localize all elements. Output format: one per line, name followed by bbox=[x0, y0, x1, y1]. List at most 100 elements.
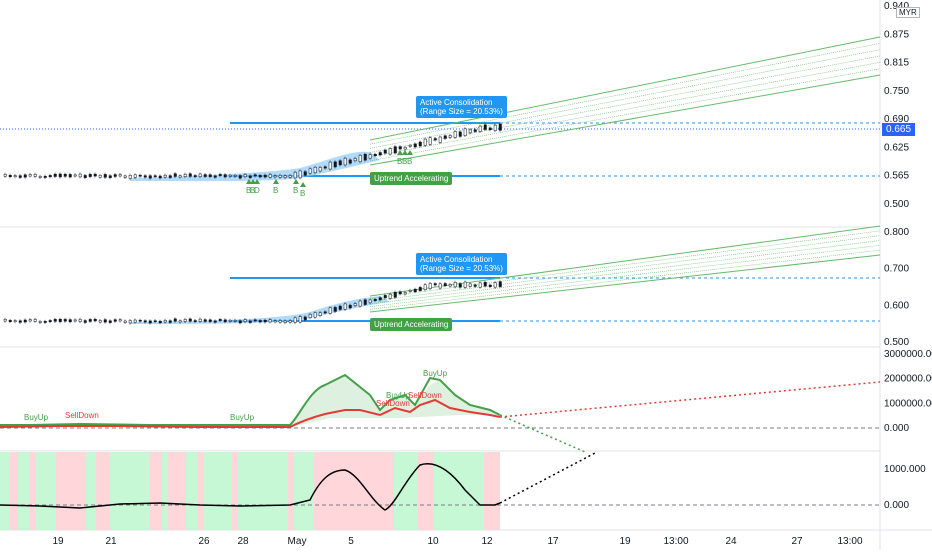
candle-body bbox=[328, 307, 332, 314]
candle-body bbox=[33, 174, 37, 177]
candle-body bbox=[253, 174, 257, 177]
fan-line bbox=[369, 68, 881, 162]
currency-badge[interactable]: MYR bbox=[896, 7, 920, 18]
candle-body bbox=[78, 319, 82, 322]
panel-3[interactable] bbox=[0, 373, 881, 453]
price-tick-label: 0.000 bbox=[884, 500, 909, 511]
candle-body bbox=[293, 317, 297, 323]
candle-body bbox=[183, 319, 187, 322]
price-axis-4[interactable]: 1000.000 0.000 bbox=[884, 464, 926, 511]
candle-body bbox=[93, 319, 97, 322]
trend-stripe bbox=[484, 452, 500, 530]
candle-body bbox=[233, 175, 237, 177]
price-axis-2[interactable]: 0.800 0.700 0.600 0.500 bbox=[884, 227, 909, 348]
buy-arrow bbox=[246, 179, 252, 184]
candle-body bbox=[238, 175, 242, 179]
active-consolidation-label[interactable]: Active Consolidation (Range Size = 20.53… bbox=[416, 96, 507, 118]
price-candles[interactable] bbox=[3, 280, 502, 325]
price-candles[interactable] bbox=[3, 122, 502, 180]
candle-body bbox=[98, 175, 102, 178]
candle-body bbox=[123, 320, 127, 323]
buy-signal-label: D bbox=[254, 186, 260, 195]
candle-body bbox=[303, 171, 307, 176]
oscillator-line[interactable] bbox=[0, 463, 501, 511]
trend-stripe bbox=[110, 452, 150, 530]
candle-body bbox=[388, 293, 392, 299]
candle-body bbox=[13, 175, 17, 178]
candle-body bbox=[203, 319, 207, 322]
buy-volume-line[interactable] bbox=[0, 373, 501, 426]
candle-body bbox=[143, 320, 147, 323]
panel-4[interactable] bbox=[0, 452, 880, 511]
candle-body bbox=[103, 174, 107, 178]
candle-body bbox=[408, 144, 412, 147]
trend-stripe bbox=[434, 452, 484, 530]
candle-body bbox=[298, 170, 302, 179]
price-axis-3[interactable]: 3000000.000 2000000.000 1000000.000 0.000 bbox=[884, 349, 932, 434]
panel-2[interactable] bbox=[3, 225, 881, 325]
time-tick-label: 12 bbox=[481, 536, 493, 547]
candle-body bbox=[308, 168, 312, 174]
trend-stripe bbox=[30, 452, 36, 530]
candle-body bbox=[188, 318, 192, 322]
candle-body bbox=[308, 314, 312, 319]
candle-body bbox=[418, 287, 422, 291]
sell-volume-line[interactable] bbox=[0, 398, 501, 428]
price-tick-label: 0.000 bbox=[884, 423, 909, 434]
candle-body bbox=[133, 174, 137, 178]
candle-body bbox=[128, 175, 132, 179]
candle-body bbox=[138, 319, 142, 322]
time-tick-label: 19 bbox=[52, 536, 64, 547]
candle-body bbox=[243, 174, 247, 178]
panel-1[interactable]: BBD B B BB B B bbox=[0, 36, 881, 198]
candle-body bbox=[83, 320, 87, 323]
trend-stripe bbox=[294, 452, 314, 530]
candle-body bbox=[303, 316, 307, 321]
candle-body bbox=[173, 318, 177, 322]
candle-body bbox=[88, 174, 92, 177]
candle-body bbox=[468, 129, 472, 134]
active-consolidation-label[interactable]: Active Consolidation (Range Size = 20.53… bbox=[416, 253, 507, 275]
candle-body bbox=[463, 128, 467, 136]
candle-body bbox=[163, 174, 167, 178]
trend-stripe bbox=[168, 452, 186, 530]
buy-signal-label: B bbox=[300, 189, 305, 198]
trend-ribbon bbox=[130, 151, 380, 182]
candle-body bbox=[93, 173, 97, 177]
candle-body bbox=[333, 161, 337, 168]
uptrend-label[interactable]: Uptrend Accelerating bbox=[370, 172, 453, 185]
candle-body bbox=[413, 288, 417, 292]
price-tick-label: 0.500 bbox=[884, 199, 909, 210]
buy-signal-label: B bbox=[273, 186, 278, 195]
candle-body bbox=[313, 167, 317, 174]
time-axis[interactable]: 19 21 26 28 May 5 10 12 17 19 13:00 24 27 13:00 bbox=[52, 536, 863, 547]
candle-body bbox=[358, 300, 362, 307]
candle-body bbox=[138, 174, 142, 177]
fan-line bbox=[369, 230, 881, 299]
selldown-label: SellDown bbox=[408, 391, 442, 400]
candle-body bbox=[443, 135, 447, 139]
buy-signal-label: B bbox=[407, 157, 412, 166]
candle-body bbox=[483, 282, 487, 287]
price-tick-label: 0.700 bbox=[884, 264, 909, 275]
candle-body bbox=[198, 318, 202, 322]
trend-stripe bbox=[394, 452, 418, 530]
trend-stripe bbox=[36, 452, 56, 530]
buy-arrow bbox=[293, 179, 299, 184]
candle-body bbox=[283, 175, 287, 178]
candle-body bbox=[123, 175, 127, 178]
candle-body bbox=[8, 320, 12, 322]
time-tick-label: 21 bbox=[105, 536, 117, 547]
uptrend-label[interactable]: Uptrend Accelerating bbox=[370, 318, 453, 331]
candle-body bbox=[98, 320, 102, 323]
candle-body bbox=[458, 131, 462, 137]
candle-body bbox=[58, 318, 62, 322]
candle-body bbox=[213, 175, 217, 178]
candle-body bbox=[23, 174, 27, 178]
candle-body bbox=[268, 174, 272, 178]
price-axis-1[interactable]: 0.940 0.875 0.815 0.750 0.690 0.625 0.565 0.500 bbox=[884, 1, 909, 210]
time-tick-label: 19 bbox=[619, 536, 631, 547]
buy-arrow bbox=[300, 182, 306, 187]
